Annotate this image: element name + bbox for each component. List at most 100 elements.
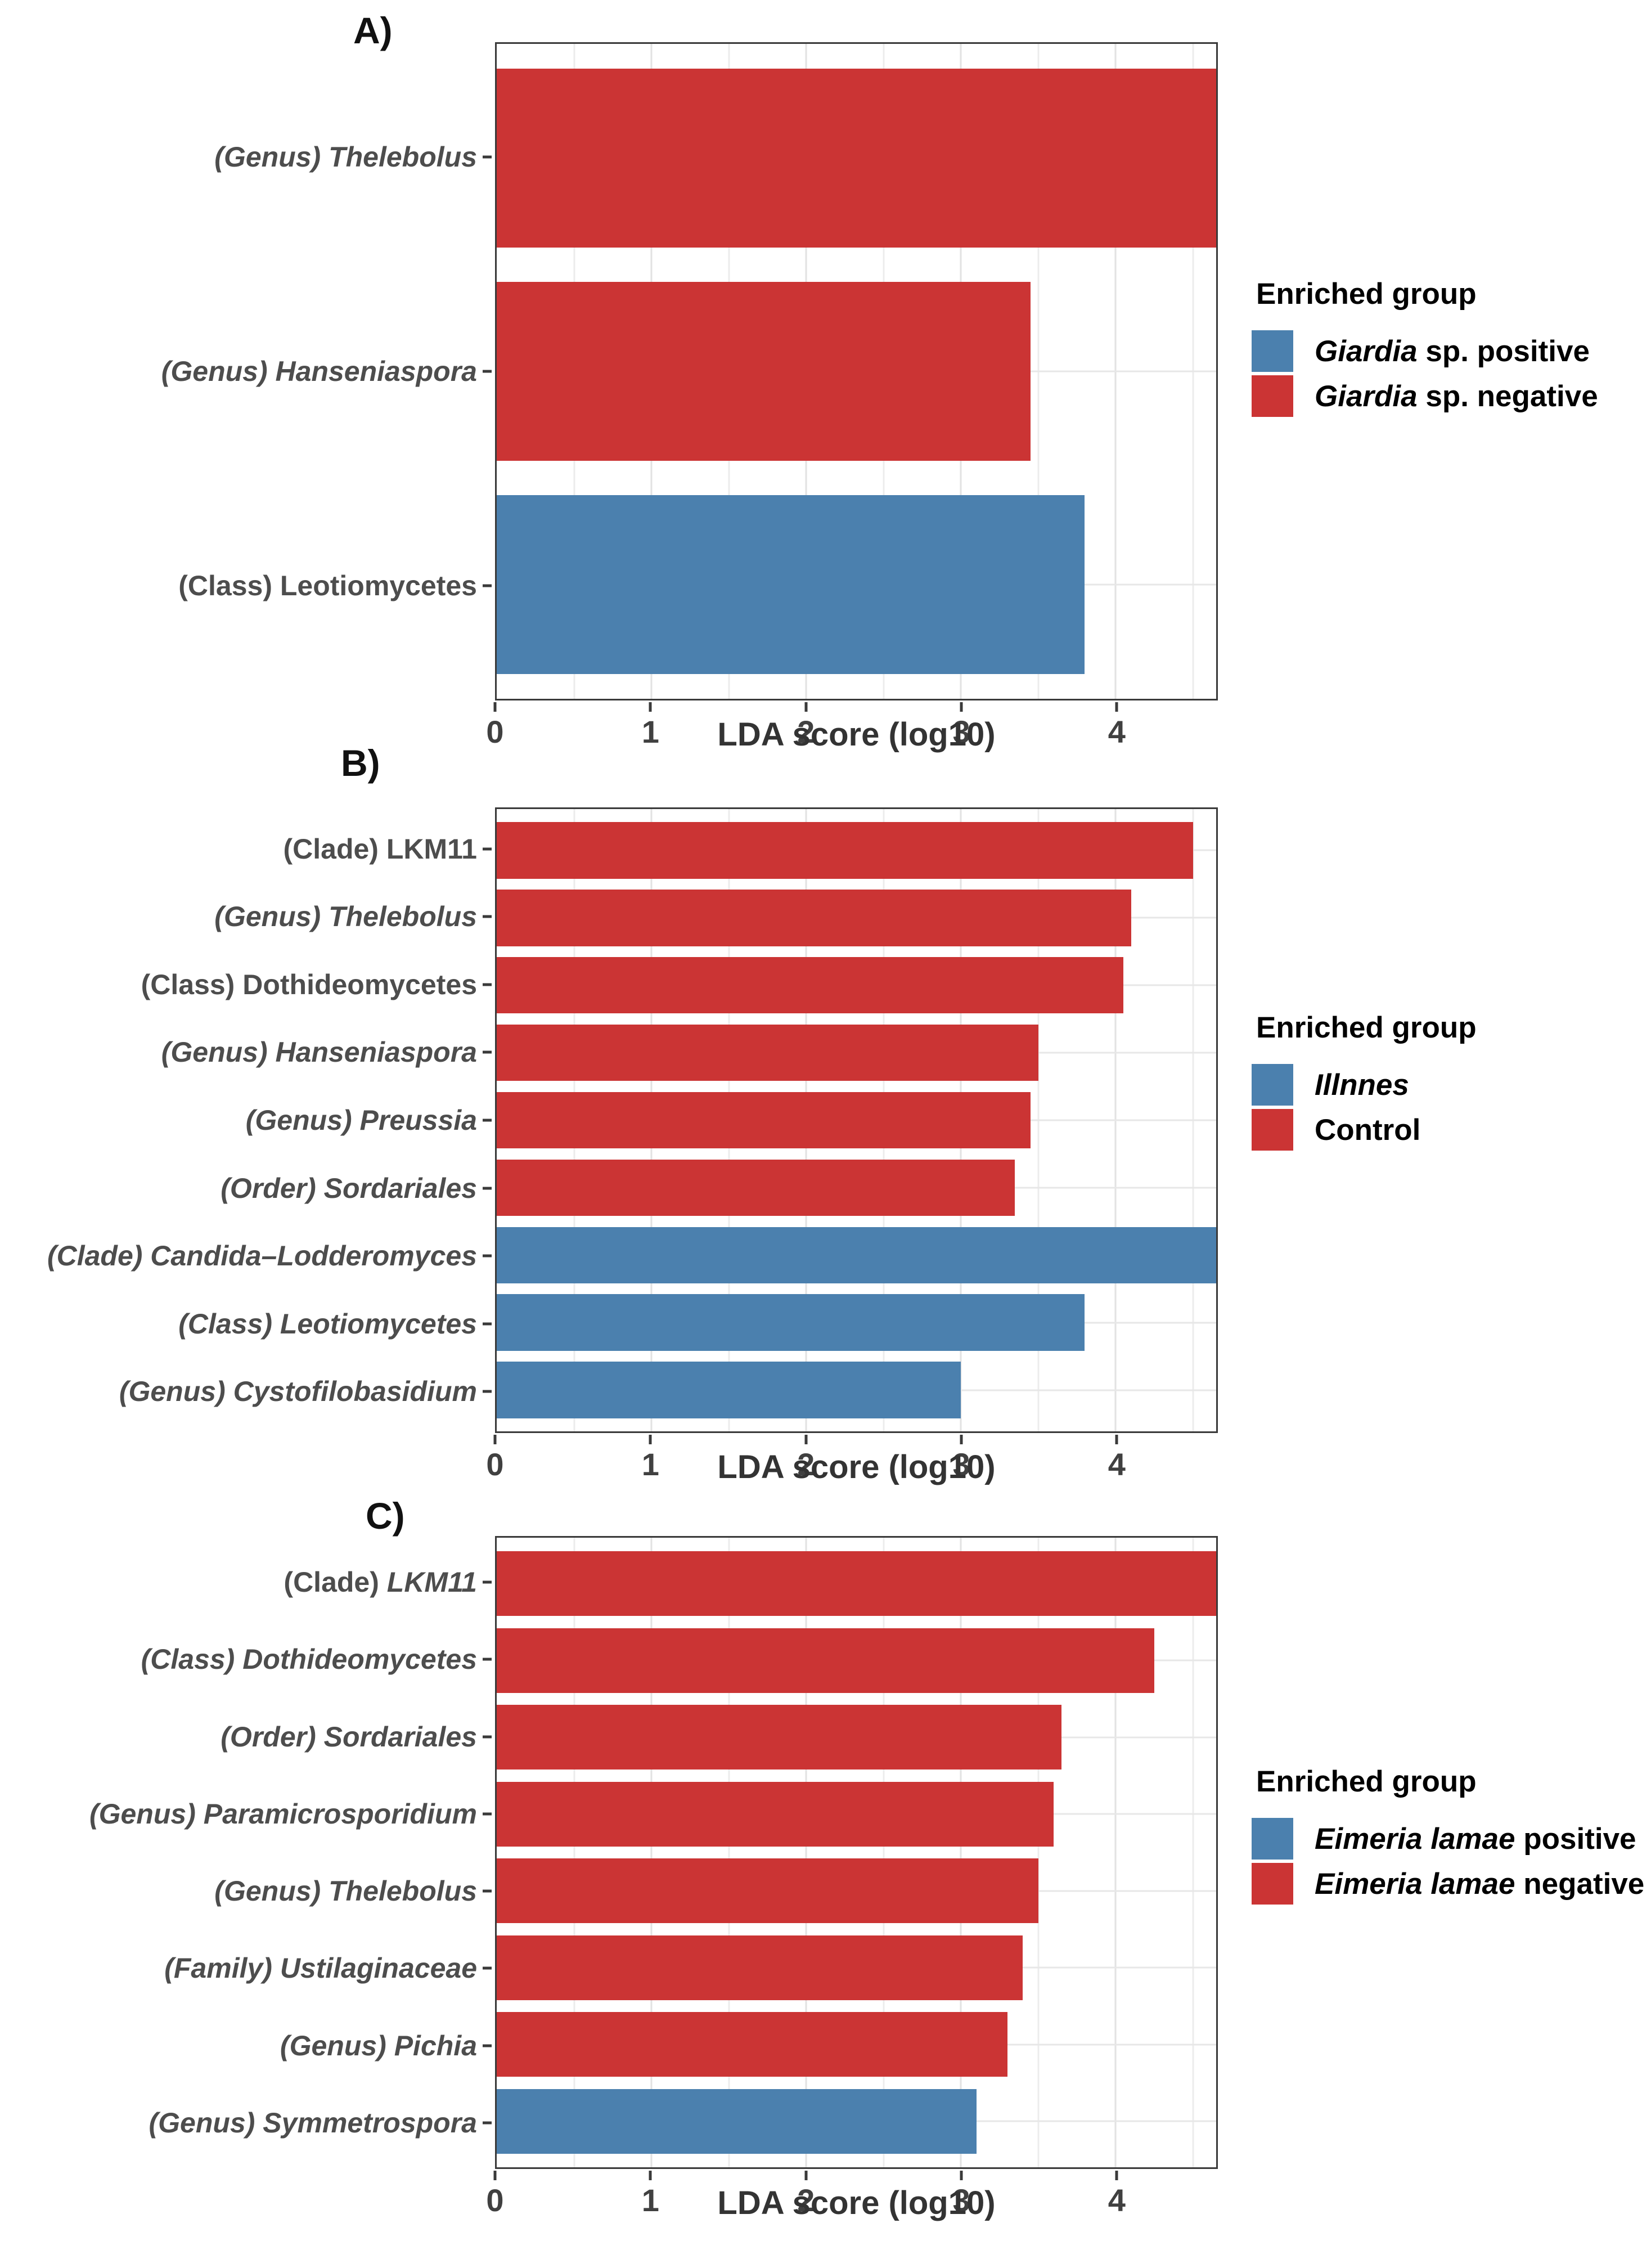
x-tick-mark <box>960 2171 963 2180</box>
x-tick-label: 2 <box>797 1447 815 1482</box>
panel-b-y-axis-labels: (Clade) LKM11 (Genus) Thelebolus (Class) D… <box>0 807 492 1433</box>
bar-row <box>497 2006 1216 2083</box>
bar-row <box>497 1853 1216 1930</box>
label-segment: Illnnes <box>1315 1068 1409 1102</box>
panel-c-plot-area <box>495 1536 1218 2169</box>
label-segment: Control <box>1315 1113 1421 1147</box>
lda-bar <box>497 1227 1216 1284</box>
y-tick-mark <box>483 155 492 159</box>
label-segment: Eimeria lamae <box>1315 1867 1515 1901</box>
label-segment: (Family) Ustilaginaceae <box>164 1952 477 1984</box>
label-segment: (Genus) Paramicrosporidium <box>89 1798 477 1830</box>
x-tick-mark <box>493 702 497 712</box>
panel-c-x-axis-ticks: 0 1 2 3 4 <box>486 2171 1218 2221</box>
legend-item-label: Illnnes <box>1315 1068 1409 1102</box>
legend-items: Eimeria lamae positive Eimeria lamae nega… <box>1252 1818 1651 1905</box>
y-tick-mark <box>483 1966 492 1970</box>
label-segment: sp. negative <box>1417 379 1598 413</box>
lda-bar <box>497 1551 1216 1616</box>
y-tick-mark <box>483 847 492 851</box>
y-category-label: (Genus) Hanseniaspora <box>0 1036 477 1068</box>
legend-item-label: Giardia sp. negative <box>1315 379 1598 414</box>
panel-a-x-axis-ticks: 0 1 2 3 4 <box>486 702 1218 753</box>
legend-swatch <box>1252 1109 1293 1151</box>
panel-b-x-axis-title: LDA score (log10) <box>717 1449 996 1485</box>
label-segment: (Genus) Cystofilobasidium <box>119 1376 477 1408</box>
lda-bar <box>497 1024 1038 1081</box>
x-tick-mark <box>1115 2171 1118 2180</box>
lda-bar <box>497 495 1085 674</box>
bar-row <box>497 1086 1216 1154</box>
gridline-vertical <box>573 1538 575 2167</box>
y-category-label: (Genus) Paramicrosporidium <box>0 1798 477 1830</box>
gridline-vertical <box>805 1538 807 2167</box>
label-segment: (Genus) Thelebolus <box>214 1875 477 1907</box>
label-segment: (Genus) Hanseniaspora <box>161 1036 477 1068</box>
legend-item-label: Giardia sp. positive <box>1315 334 1590 369</box>
label-segment: (Genus) Thelebolus <box>214 901 477 933</box>
bar-row <box>497 1289 1216 1357</box>
bar-row <box>497 2083 1216 2160</box>
lda-bar <box>497 889 1131 946</box>
label-segment: (Order) Sordariales <box>221 1721 477 1753</box>
bar-row <box>497 1154 1216 1221</box>
y-tick-mark <box>483 983 492 986</box>
y-tick-mark <box>483 370 492 373</box>
x-tick-label: 4 <box>1108 2182 1126 2218</box>
x-tick-mark <box>1115 1435 1118 1444</box>
legend-title: Enriched group <box>1256 277 1477 311</box>
y-tick-mark <box>483 584 492 587</box>
y-tick-mark <box>483 1390 492 1393</box>
x-tick-label: 3 <box>952 2182 970 2218</box>
legend-item-label: Eimeria lamae negative <box>1315 1867 1644 1901</box>
y-category-label: (Genus) Thelebolus <box>0 141 477 173</box>
bar-row <box>497 1221 1216 1289</box>
y-tick-mark <box>483 1119 492 1122</box>
x-tick-label: 3 <box>952 1447 970 1482</box>
y-category-label: (Clade) LKM11 <box>0 1566 477 1598</box>
gridline-vertical <box>1192 1538 1194 2167</box>
x-tick-label: 0 <box>486 714 504 749</box>
bar-row <box>497 1776 1216 1853</box>
bar-row <box>497 816 1216 884</box>
y-category-label: (Clade) Candida–Lodderomyces <box>0 1239 477 1272</box>
gridline-vertical <box>1114 1538 1117 2167</box>
panel-a-x-axis-title: LDA score (log10) <box>717 716 996 753</box>
bar-row <box>497 1357 1216 1424</box>
panel-c-y-axis-labels: (Clade) LKM11 (Class) Dothideomycetes (Ord… <box>0 1536 492 2169</box>
legend-item: Eimeria lamae positive <box>1252 1818 1651 1860</box>
x-tick-mark <box>960 702 963 712</box>
legend-items: Giardia sp. positive Giardia sp. negative <box>1252 330 1651 417</box>
legend-title: Enriched group <box>1256 1011 1477 1044</box>
lda-bar <box>497 1362 961 1419</box>
panel-c-letter: C) <box>366 1495 405 1537</box>
y-tick-mark <box>483 1254 492 1257</box>
lda-bar <box>497 1159 1015 1216</box>
lda-bar <box>497 1092 1031 1149</box>
x-tick-label: 1 <box>641 714 659 749</box>
panel-a-y-axis-labels: (Genus) Thelebolus (Genus) Hanseniaspora (… <box>0 42 492 700</box>
y-tick-mark <box>483 2121 492 2125</box>
bar-row <box>497 52 1216 265</box>
label-segment: (Genus) Symmetrospora <box>149 2107 477 2139</box>
x-tick-label: 3 <box>952 714 970 749</box>
x-tick-label: 0 <box>486 1447 504 1482</box>
y-tick-mark <box>483 2044 492 2047</box>
panel-c-legend: Enriched group Eimeria lamae positive Eim… <box>1252 1764 1651 1908</box>
panel-b-plot-area <box>495 807 1218 1433</box>
label-segment: (Class) Dothideomycetes <box>141 968 477 1000</box>
panel-c-x-axis-title: LDA score (log10) <box>717 2185 996 2221</box>
y-category-label: (Class) Leotiomycetes <box>0 569 477 602</box>
y-tick-mark <box>483 1735 492 1739</box>
label-segment: (Genus) Preussia <box>245 1104 477 1136</box>
lda-bar <box>497 956 1123 1014</box>
label-segment: Giardia <box>1315 379 1418 413</box>
legend-item: Control <box>1252 1109 1651 1151</box>
y-tick-mark <box>483 1812 492 1816</box>
legend-item: Eimeria lamae negative <box>1252 1863 1651 1905</box>
x-tick-mark <box>493 1435 497 1444</box>
legend-swatch <box>1252 1818 1293 1860</box>
gridline-vertical <box>1037 1538 1040 2167</box>
x-tick-label: 1 <box>641 1447 659 1482</box>
